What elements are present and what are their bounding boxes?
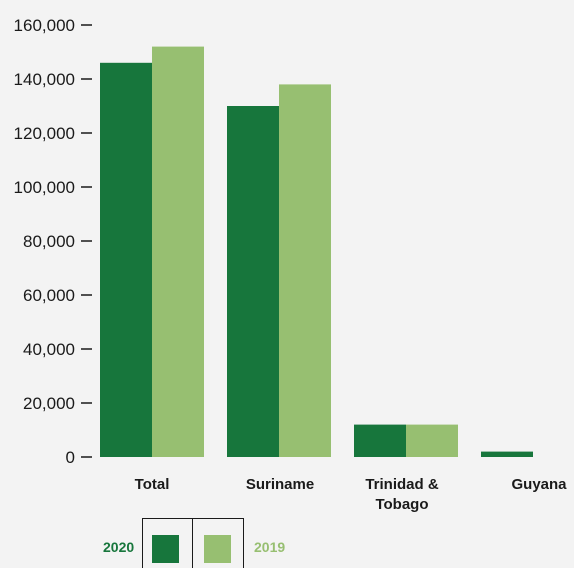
y-tick-label: 20,000 [23, 394, 75, 413]
y-tick-label: 120,000 [14, 124, 75, 143]
bar-2020-0 [100, 62, 152, 458]
legend-label-2020: 2020 [103, 539, 134, 555]
y-tick-label: 0 [66, 448, 75, 467]
y-tick-label: 160,000 [14, 16, 75, 35]
bar-2019-2 [406, 424, 458, 457]
y-tick-label: 100,000 [14, 178, 75, 197]
bar-2019-1 [279, 84, 331, 458]
bar-2020-3 [481, 451, 533, 457]
y-tick-label: 80,000 [23, 232, 75, 251]
bar-2020-1 [227, 106, 279, 457]
legend-swatch-2020 [152, 535, 179, 563]
x-category-label: Total [135, 476, 170, 493]
x-category-label: Trinidad & [365, 476, 439, 493]
y-tick-label: 140,000 [14, 70, 75, 89]
bar-2019-0 [152, 46, 204, 457]
bar-2020-2 [354, 424, 406, 457]
x-category-label: Suriname [246, 476, 314, 493]
x-category-label: Guyana [511, 476, 567, 493]
y-tick-label: 60,000 [23, 286, 75, 305]
x-category-label: Tobago [375, 496, 428, 513]
y-tick-label: 40,000 [23, 340, 75, 359]
legend-swatch-2019 [204, 535, 231, 563]
legend-label-2019: 2019 [254, 539, 285, 555]
